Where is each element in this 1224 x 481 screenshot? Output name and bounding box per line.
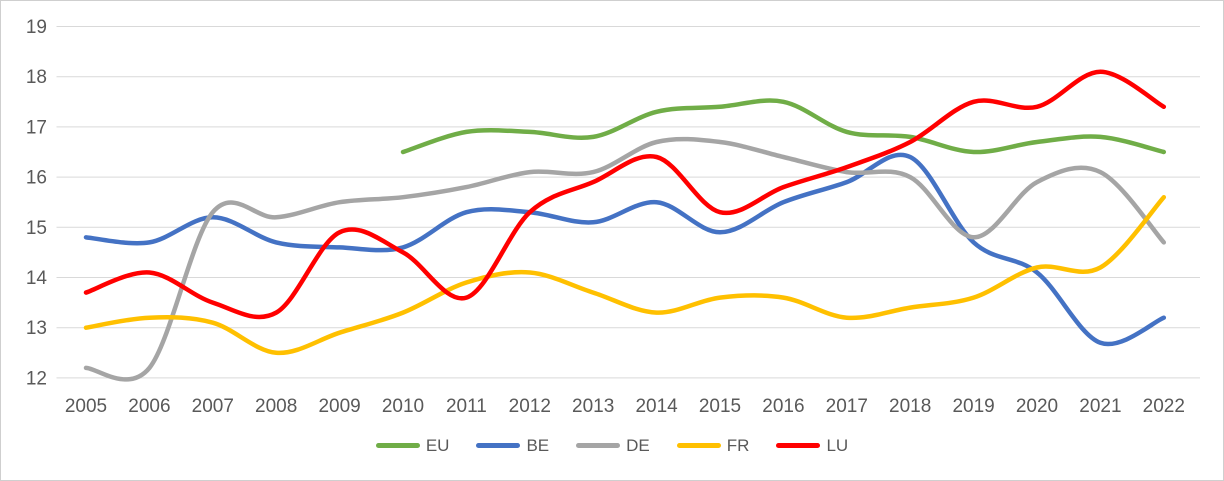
x-axis-tick-label: 2021: [1079, 396, 1121, 417]
x-axis-tick-label: 2006: [128, 396, 170, 417]
y-axis-tick-label: 17: [26, 117, 47, 138]
legend-label: LU: [826, 436, 849, 455]
x-axis-tick-label: 2009: [318, 396, 360, 417]
y-axis-tick-label: 13: [26, 318, 47, 339]
y-axis-tick-label: 16: [26, 168, 47, 189]
legend-item-DE: DE: [576, 437, 650, 454]
series-line-EU: [400, 98, 1167, 155]
legend-swatch-FR: [676, 443, 721, 448]
x-axis-tick-label: 2017: [826, 396, 868, 417]
x-axis-tick-label: 2005: [65, 396, 107, 417]
y-axis-tick-label: 15: [26, 218, 47, 239]
series-line-BE: [83, 152, 1167, 347]
legend-label: DE: [626, 436, 650, 455]
series-line-DE: [83, 136, 1167, 382]
legend-label: FR: [726, 436, 750, 455]
x-axis-tick-label: 2007: [192, 396, 234, 417]
legend-label: EU: [425, 436, 450, 455]
y-axis-tick-label: 12: [26, 368, 47, 389]
chart-legend: EU BE DE FR LU: [1, 437, 1223, 454]
legend-item-EU: EU: [375, 436, 450, 455]
legend-swatch-DE: [576, 443, 621, 448]
x-axis-tick-label: 2008: [255, 396, 297, 417]
x-axis-tick-label: 2010: [382, 396, 424, 417]
y-axis-tick-label: 18: [26, 67, 47, 88]
x-axis-tick-label: 2012: [509, 396, 551, 417]
x-axis-tick-label: 2019: [952, 396, 994, 417]
series-line-LU: [83, 69, 1167, 320]
y-axis-tick-label: 14: [26, 268, 48, 289]
legend-swatch-LU: [776, 443, 821, 448]
legend-swatch-BE: [476, 443, 521, 448]
y-axis-tick-label: 19: [26, 17, 47, 38]
x-axis-tick-label: 2014: [635, 396, 678, 417]
x-axis-tick-label: 2020: [1016, 396, 1058, 417]
legend-label: BE: [526, 436, 550, 455]
x-axis-tick-label: 2022: [1143, 396, 1185, 417]
legend-swatch-EU: [375, 443, 420, 448]
x-axis-tick-label: 2013: [572, 396, 614, 417]
x-axis-tick-label: 2011: [446, 396, 487, 417]
series-line-FR: [83, 194, 1167, 356]
legend-item-BE: BE: [476, 437, 549, 454]
x-axis-tick-label: 2015: [699, 396, 741, 417]
legend-item-FR: FR: [676, 436, 750, 455]
legend-item-LU: LU: [776, 437, 848, 454]
x-axis-tick-label: 2018: [889, 396, 931, 417]
x-axis-tick-label: 2016: [762, 396, 804, 417]
